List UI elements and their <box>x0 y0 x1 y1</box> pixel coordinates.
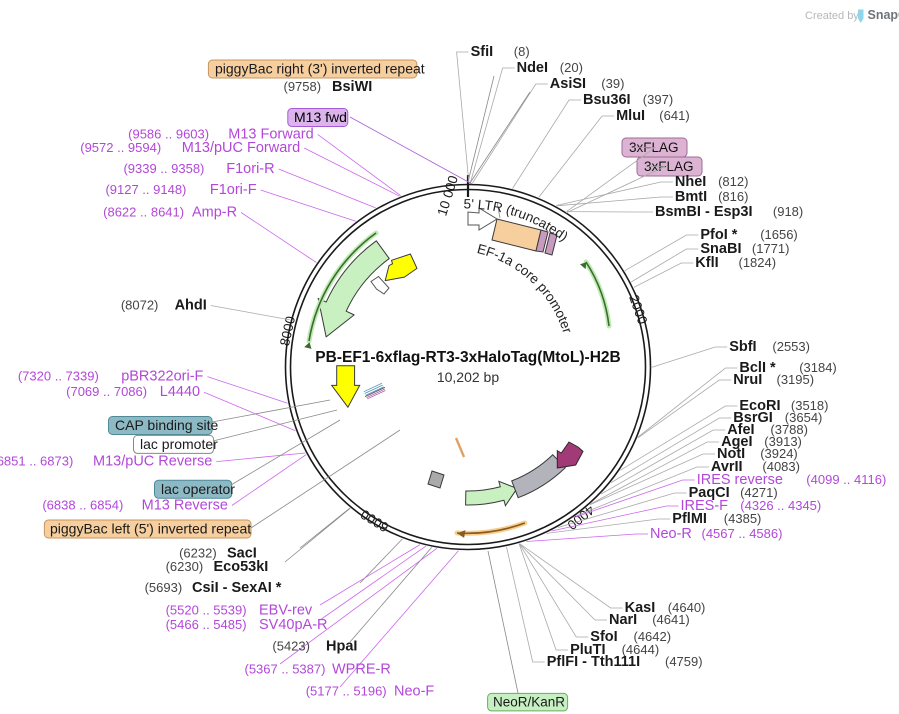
svg-text:(4567 .. 4586): (4567 .. 4586) <box>702 526 783 541</box>
svg-text:(5177 .. 5196): (5177 .. 5196) <box>306 684 387 699</box>
svg-text:EF-1a core promoter: EF-1a core promoter <box>476 241 576 335</box>
svg-text:(4759): (4759) <box>665 654 703 669</box>
svg-text:(816): (816) <box>718 189 748 204</box>
svg-text:piggyBac right (3') inverted r: piggyBac right (3') inverted repeat <box>215 61 425 77</box>
svg-text:BsiWI: BsiWI <box>332 79 372 95</box>
svg-text:(918): (918) <box>773 204 803 219</box>
svg-text:pBR322ori-F: pBR322ori-F <box>121 369 203 385</box>
svg-text:(397): (397) <box>643 92 673 107</box>
svg-text:WPRE-R: WPRE-R <box>332 661 391 677</box>
svg-text:SV40pA-R: SV40pA-R <box>259 617 328 633</box>
svg-text:AsiSI: AsiSI <box>550 76 586 92</box>
svg-text:Amp-R: Amp-R <box>192 205 237 221</box>
svg-text:(4385): (4385) <box>724 511 762 526</box>
svg-text:(20): (20) <box>560 60 583 75</box>
svg-text:CsiI - SexAI *: CsiI - SexAI * <box>192 580 282 596</box>
svg-text:Created by: Created by <box>805 10 859 22</box>
svg-text:(7069 .. 7086): (7069 .. 7086) <box>66 384 147 399</box>
svg-text:AhdI: AhdI <box>175 298 207 314</box>
svg-text:2000: 2000 <box>626 293 650 326</box>
svg-text:(1771): (1771) <box>752 241 790 256</box>
svg-text:(7320 .. 7339): (7320 .. 7339) <box>18 369 99 384</box>
svg-text:M13/pUC Forward: M13/pUC Forward <box>182 140 300 156</box>
svg-text:SbfI: SbfI <box>729 339 756 355</box>
svg-text:Neo-R: Neo-R <box>650 526 692 542</box>
svg-text:NruI: NruI <box>733 372 762 388</box>
svg-text:(4099 .. 4116): (4099 .. 4116) <box>806 472 886 487</box>
svg-text:NeoR/KanR: NeoR/KanR <box>493 695 565 710</box>
svg-text:(9572 .. 9594): (9572 .. 9594) <box>80 140 161 155</box>
svg-text:10 000: 10 000 <box>434 174 460 218</box>
svg-text:M13 fwd: M13 fwd <box>294 109 347 125</box>
svg-text:(1824): (1824) <box>739 255 777 270</box>
svg-text:(8): (8) <box>514 44 530 59</box>
svg-text:MluI: MluI <box>616 108 645 124</box>
svg-text:lac operator: lac operator <box>161 481 235 497</box>
svg-text:(5693): (5693) <box>145 580 183 595</box>
svg-text:(2553): (2553) <box>772 339 810 354</box>
svg-text:(39): (39) <box>601 76 624 91</box>
svg-text:BsmBI - Esp3I: BsmBI - Esp3I <box>655 204 753 220</box>
svg-text:10,202 bp: 10,202 bp <box>437 369 499 385</box>
svg-text:M13/pUC Reverse: M13/pUC Reverse <box>93 454 212 470</box>
svg-text:M13 Reverse: M13 Reverse <box>142 498 228 514</box>
svg-text:lac promoter: lac promoter <box>140 436 218 452</box>
svg-text:(6838 .. 6854): (6838 .. 6854) <box>42 498 123 513</box>
svg-text:(3195): (3195) <box>777 372 815 387</box>
svg-text:(5423): (5423) <box>272 639 310 654</box>
svg-text:L4440: L4440 <box>160 384 200 400</box>
svg-text:PflMI: PflMI <box>672 511 707 527</box>
svg-text:BmtI: BmtI <box>675 189 707 205</box>
svg-text:SfiI: SfiI <box>471 44 494 60</box>
svg-text:NdeI: NdeI <box>517 60 548 76</box>
svg-text:piggyBac left (5') inverted re: piggyBac left (5') inverted repeat <box>50 521 251 537</box>
svg-text:(5520 .. 5539): (5520 .. 5539) <box>166 603 247 618</box>
svg-text:(5466 .. 5485): (5466 .. 5485) <box>166 617 247 632</box>
svg-text:PB-EF1-6xflag-RT3-3xHaloTag(Mt: PB-EF1-6xflag-RT3-3xHaloTag(MtoL)-H2B <box>315 349 620 366</box>
svg-text:(1656): (1656) <box>760 227 798 242</box>
svg-text:F1ori-F: F1ori-F <box>210 182 257 198</box>
svg-text:NheI: NheI <box>675 174 706 190</box>
svg-text:PflFI - Tth111I: PflFI - Tth111I <box>547 654 640 670</box>
svg-text:Neo-F: Neo-F <box>394 684 434 700</box>
svg-text:(5367 .. 5387): (5367 .. 5387) <box>245 661 326 676</box>
svg-text:(8072): (8072) <box>121 298 159 313</box>
svg-text:(9758): (9758) <box>284 79 322 94</box>
svg-text:F1ori-R: F1ori-R <box>226 161 274 177</box>
svg-text:Eco53kI: Eco53kI <box>214 559 269 575</box>
svg-text:SnapGene: SnapGene <box>868 8 899 22</box>
svg-text:(812): (812) <box>718 174 748 189</box>
svg-text:(641): (641) <box>659 108 689 123</box>
svg-text:(6851 .. 6873): (6851 .. 6873) <box>0 454 73 469</box>
svg-text:NarI: NarI <box>609 612 637 628</box>
svg-text:KflI: KflI <box>695 255 718 271</box>
svg-text:CAP binding site: CAP binding site <box>115 417 218 433</box>
svg-text:(9339 .. 9358): (9339 .. 9358) <box>123 161 204 176</box>
svg-text:(6230): (6230) <box>166 559 204 574</box>
svg-text:Bsu36I: Bsu36I <box>583 92 631 108</box>
svg-text:(4641): (4641) <box>652 612 690 627</box>
svg-text:(8622 .. 8641): (8622 .. 8641) <box>103 205 184 220</box>
svg-text:(9127 .. 9148): (9127 .. 9148) <box>105 182 186 197</box>
svg-text:HpaI: HpaI <box>326 639 357 655</box>
